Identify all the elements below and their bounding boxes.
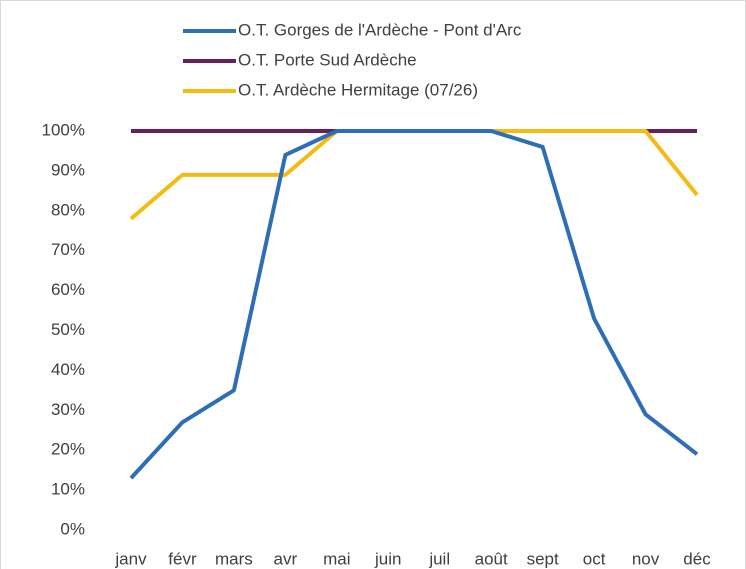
y-tick-label: 70% (51, 240, 85, 259)
y-tick-label: 60% (51, 280, 85, 299)
x-tick-label: mai (323, 549, 350, 568)
y-tick-label: 0% (60, 519, 85, 538)
x-tick-label: août (475, 549, 508, 568)
x-tick-label: juin (374, 549, 401, 568)
y-tick-label: 20% (51, 440, 85, 459)
y-tick-label: 40% (51, 360, 85, 379)
y-tick-label: 30% (51, 400, 85, 419)
legend-label: O.T. Porte Sud Ardèche (238, 50, 417, 69)
x-tick-label: nov (632, 549, 660, 568)
x-tick-label: juil (428, 549, 450, 568)
y-tick-label: 90% (51, 160, 85, 179)
y-tick-label: 10% (51, 480, 85, 499)
y-tick-label: 100% (42, 120, 85, 139)
x-tick-label: mars (215, 549, 253, 568)
x-tick-label: sept (527, 549, 559, 568)
x-tick-label: avr (274, 549, 298, 568)
x-tick-label: févr (168, 549, 197, 568)
x-tick-label: janv (114, 549, 147, 568)
y-tick-label: 50% (51, 320, 85, 339)
y-tick-label: 80% (51, 200, 85, 219)
x-tick-label: déc (683, 549, 711, 568)
x-tick-label: oct (583, 549, 606, 568)
series-line (129, 129, 699, 480)
legend-label: O.T. Gorges de l'Ardèche - Pont d'Arc (238, 20, 522, 39)
legend-label: O.T. Ardèche Hermitage (07/26) (238, 80, 478, 99)
